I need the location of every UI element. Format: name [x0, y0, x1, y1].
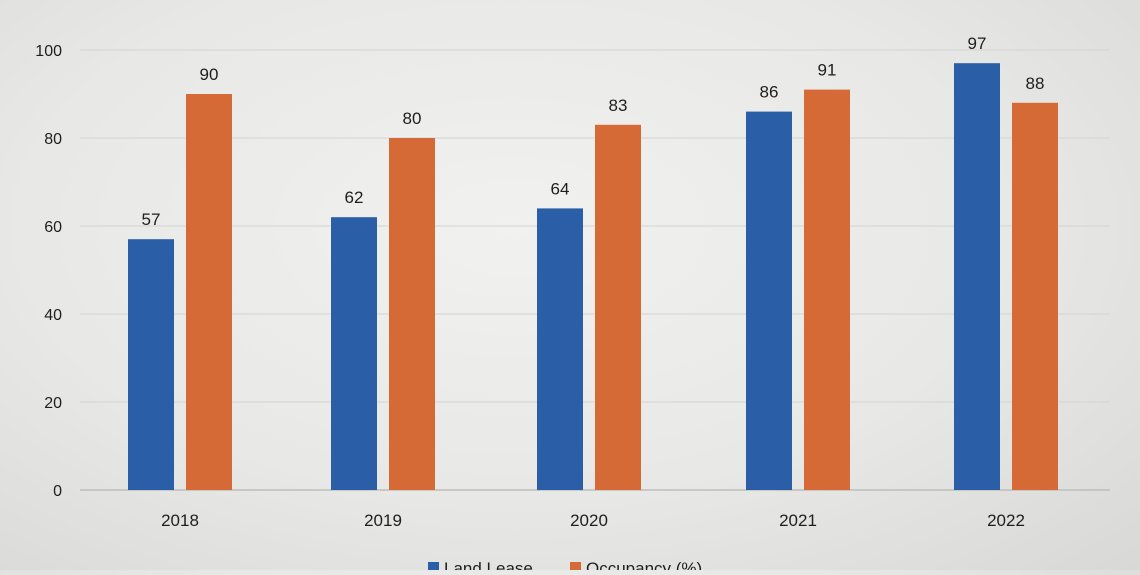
bar-land-lease-2019: [331, 217, 377, 490]
x-axis-ticks: 2018 2019 2020 2021 2022: [161, 511, 1025, 530]
x-tick-label: 2021: [779, 511, 817, 530]
y-tick-label: 40: [44, 307, 62, 324]
bar-land-lease-2020: [537, 208, 583, 490]
data-label: 97: [968, 34, 987, 53]
y-axis-ticks: 0 20 40 60 80 100: [35, 43, 62, 500]
data-label: 90: [200, 65, 219, 84]
data-label: 64: [551, 179, 570, 198]
data-label: 83: [609, 96, 628, 115]
bar-occupancy-2019: [389, 138, 435, 490]
y-tick-label: 0: [53, 483, 62, 500]
x-tick-label: 2020: [570, 511, 608, 530]
bar-occupancy-2022: [1012, 102, 1058, 491]
bar-occupancy-2018: [186, 94, 232, 490]
data-label: 80: [403, 109, 422, 128]
legend-label-land-lease: Land Lease: [444, 559, 533, 570]
bar-land-lease-2021: [746, 111, 792, 490]
data-label: 88: [1026, 74, 1045, 93]
bar-land-lease-2022: [954, 63, 1000, 490]
bar-occupancy-2020: [595, 124, 641, 491]
bar-land-lease-2018: [128, 239, 174, 490]
y-tick-label: 100: [35, 43, 62, 60]
y-tick-label: 60: [44, 219, 62, 236]
x-tick-label: 2018: [161, 511, 199, 530]
data-labels: 57 90 62 80 64 83 86 91 97 88: [142, 34, 1045, 229]
legend-swatch-occupancy: [570, 562, 581, 573]
y-tick-label: 20: [44, 395, 62, 412]
x-tick-label: 2022: [987, 511, 1025, 530]
legend-swatch-land-lease: [428, 562, 439, 573]
bars: [128, 63, 1058, 491]
bar-occupancy-2021: [804, 89, 850, 490]
legend-label-occupancy: Occupancy (%): [586, 559, 702, 570]
data-label: 62: [345, 188, 364, 207]
y-tick-label: 80: [44, 131, 62, 148]
data-label: 57: [142, 210, 161, 229]
data-label: 91: [818, 61, 837, 80]
x-tick-label: 2019: [364, 511, 402, 530]
legend: Land Lease Occupancy (%): [428, 559, 702, 575]
data-label: 86: [760, 83, 779, 102]
